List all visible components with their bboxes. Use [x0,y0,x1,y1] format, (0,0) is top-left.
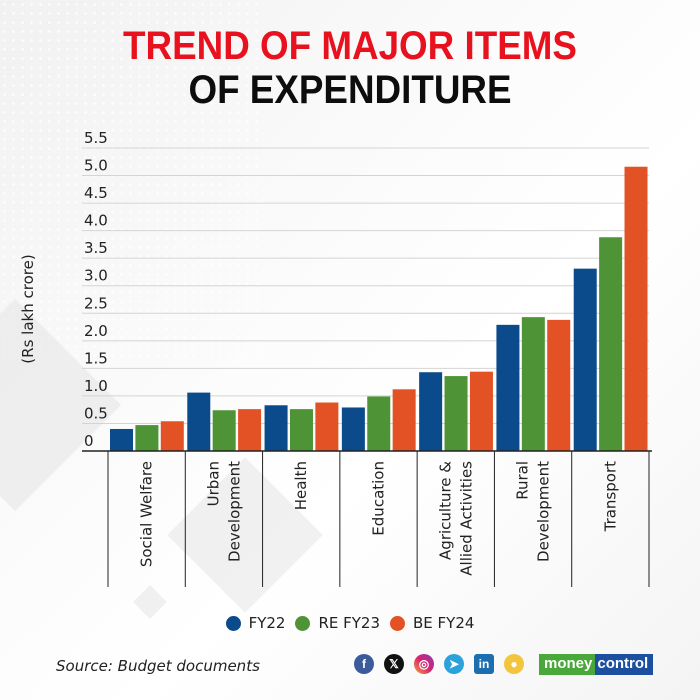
x-tick-label: Development [535,461,553,562]
axes [82,450,652,587]
y-tick-label: 1.5 [84,349,108,367]
x-tick-label: Agriculture & [436,461,454,560]
y-tick-label: 5.5 [84,129,108,147]
facebook-icon[interactable]: f [354,654,374,674]
x-tick-labels: Social Welfare Urban Development Health Educ… [138,461,620,576]
bar-fy22 [187,392,211,451]
bar-fy22 [341,407,365,451]
social-icons: f 𝕏 ◎ ➤ in ● [354,654,524,674]
y-tick-label: 2.5 [84,294,108,312]
koo-icon[interactable]: ● [504,654,524,674]
instagram-icon[interactable]: ◎ [414,654,434,674]
bar-re-fy23 [599,237,623,451]
legend-item-fy22: FY22 [225,614,286,632]
background-dot-pattern [0,0,260,360]
y-tick-label: 4.0 [84,212,108,230]
legend: FY22 RE FY23 BE FY24 [0,614,700,632]
chart-title-line1: TREND OF MAJOR ITEMS [123,24,577,68]
legend-label-re-fy23: RE FY23 [318,614,380,632]
bar-be-fy24 [547,319,571,451]
x-tick-label: Health [292,461,310,510]
source-note: Source: Budget documents [56,657,260,675]
y-tick-label: 4.5 [84,184,108,202]
bar-fy22 [110,428,133,451]
y-tick-labels: 0 0.5 1.0 1.5 2.0 2.5 3.0 3.5 4.0 4.5 5.0 5.5 [84,129,108,450]
x-tick-label: Urban [204,461,222,506]
bar-re-fy23 [212,410,236,451]
x-icon[interactable]: 𝕏 [384,654,404,674]
moneycontrol-logo: money control [539,654,654,675]
bar-be-fy24 [238,409,262,451]
y-tick-label: 0.5 [84,404,108,422]
y-tick-label: 3.5 [84,239,108,257]
bar-re-fy23 [521,317,545,451]
bar-be-fy24 [392,389,416,451]
x-tick-label: Transport [601,461,619,533]
bar-be-fy24 [469,371,493,451]
x-tick-label: Allied Activities [457,461,475,576]
linkedin-icon[interactable]: in [474,654,494,674]
x-tick-label: Social Welfare [138,461,156,567]
bar-re-fy23 [135,425,159,451]
bar-re-fy23 [444,376,468,451]
y-tick-label: 3.0 [84,267,108,285]
legend-item-re-fy23: RE FY23 [295,614,380,632]
bar-be-fy24 [160,421,184,451]
bar-fy22 [573,268,597,451]
chart-title-line2: OF EXPENDITURE [188,68,512,112]
legend-swatch-fy22 [225,615,241,631]
telegram-icon[interactable]: ➤ [444,654,464,674]
x-tick-label: Development [225,461,243,562]
bars [110,166,648,452]
y-tick-label: 2.0 [84,322,108,340]
bar-re-fy23 [289,409,313,451]
x-tick-label: Rural [514,461,532,500]
logo-part-control: control [595,654,654,675]
bar-be-fy24 [624,166,648,452]
legend-label-be-fy24: BE FY24 [413,614,475,632]
legend-swatch-re-fy23 [295,615,311,631]
bar-fy22 [264,405,288,451]
bar-be-fy24 [315,402,339,451]
logo-part-money: money [539,654,596,675]
bar-re-fy23 [367,396,391,451]
bar-fy22 [496,324,520,451]
legend-swatch-be-fy24 [390,615,405,631]
bar-fy22 [419,372,443,451]
y-tick-label: 5.0 [84,157,108,175]
y-tick-label: 1.0 [84,377,108,395]
legend-label-fy22: FY22 [248,614,286,632]
y-tick-label: 0 [84,432,94,450]
legend-item-be-fy24: BE FY24 [390,614,474,632]
x-tick-label: Education [370,461,388,536]
